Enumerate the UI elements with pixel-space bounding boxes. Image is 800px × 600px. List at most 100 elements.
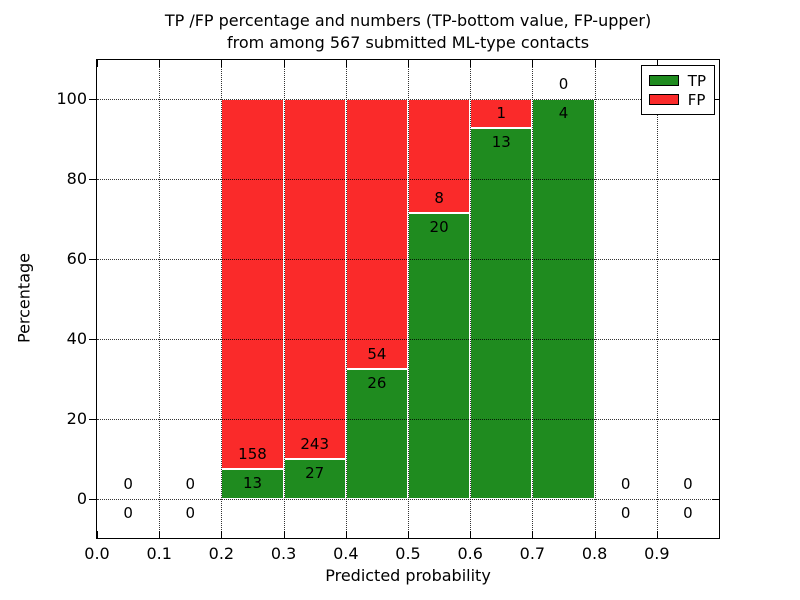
tp-count-label: 4: [558, 104, 569, 122]
tp-count-label: 0: [185, 504, 196, 522]
x-tick-label: 0.3: [270, 544, 297, 563]
x-gridline: [345, 60, 347, 538]
tp-bar-segment: [283, 459, 346, 499]
tp-count-label: 13: [242, 473, 263, 492]
x-axis-tick: [221, 531, 223, 538]
x-axis-tick-top: [221, 60, 223, 67]
fp-count-label: 0: [123, 475, 133, 493]
tp-bar-segment: [221, 468, 284, 499]
x-axis-tick-top: [97, 60, 98, 67]
y-axis-tick-right: [712, 179, 719, 180]
tp-bar-segment: [470, 127, 533, 499]
x-axis-tick-top: [159, 60, 161, 67]
fp-bar-segment: [345, 99, 408, 369]
y-tick-label: 60: [66, 249, 87, 268]
chart-title-line2: from among 567 submitted ML-type contact…: [226, 33, 590, 52]
x-axis-tick-top: [656, 60, 658, 67]
x-tick-label: 0.9: [644, 544, 670, 563]
x-axis-tick: [470, 531, 472, 538]
fp-count-label: 0: [620, 475, 631, 493]
x-axis-tick: [159, 531, 161, 538]
fp-legend-swatch-icon: [648, 94, 679, 105]
y-axis-tick: [89, 419, 96, 420]
tp-count-label: 0: [683, 504, 693, 522]
x-tick-label: 0.8: [581, 544, 608, 563]
y-axis-tick: [89, 339, 96, 340]
fp-count-label: 0: [185, 475, 196, 493]
tp-bar-segment: [408, 213, 471, 499]
plot-area: TP FP 0 20 40 60 80 100 0.0 0.1 0.2 0.3 0.4 0.5 0.6 0…: [56, 59, 720, 563]
y-tick-label: 100: [56, 89, 87, 108]
y-axis-tick: [89, 499, 96, 500]
x-gridline: [470, 60, 472, 538]
x-tick-label: 0.2: [208, 544, 235, 563]
y-axis-tick-right: [712, 99, 719, 100]
x-tick-label: 0.0: [84, 544, 110, 563]
tp-bar-segment: [345, 369, 408, 499]
chart-title: TP /FP percentage and numbers (TP-bottom…: [97, 10, 719, 54]
fp-bar-segment: [408, 99, 471, 214]
fp-bar-segment: [221, 99, 284, 469]
x-axis-tick: [408, 531, 409, 538]
y-axis-tick-right: [712, 339, 719, 340]
legend-entry-tp: TP: [648, 71, 706, 90]
tp-count-label: 26: [367, 374, 387, 392]
x-axis-tick-top: [345, 60, 347, 67]
tp-count-label: 27: [305, 464, 325, 482]
fp-count-label: 158: [238, 444, 267, 463]
x-gridline: [221, 60, 223, 538]
y-tick-label: 80: [66, 169, 87, 188]
tp-legend-swatch-icon: [648, 75, 679, 86]
x-gridline: [283, 60, 285, 538]
x-gridline: [656, 60, 658, 538]
y-axis-tick: [89, 99, 96, 100]
fp-count-label: 243: [300, 435, 329, 453]
x-axis-tick: [656, 531, 658, 538]
x-axis-label: Predicted probability: [325, 566, 491, 585]
y-axis-tick-right: [712, 499, 719, 500]
x-axis-tick: [532, 531, 534, 538]
x-gridline: [408, 60, 409, 538]
y-axis-tick: [89, 179, 96, 180]
fp-count-label: 8: [434, 189, 444, 208]
tp-legend-label: TP: [687, 71, 706, 90]
fp-count-label: 0: [683, 475, 693, 493]
legend: TP FP: [640, 65, 715, 115]
tp-count-label: 0: [620, 504, 631, 522]
x-axis-tick-top: [283, 60, 285, 67]
y-axis-tick-right: [712, 259, 719, 260]
y-tick-label: 20: [66, 409, 87, 428]
y-tick-label: 0: [76, 489, 87, 508]
tp-bar-segment: [532, 99, 595, 499]
chart-title-line1: TP /FP percentage and numbers (TP-bottom…: [164, 11, 652, 30]
x-axis-tick: [97, 531, 98, 538]
fp-count-label: 0: [558, 75, 569, 93]
y-axis-label: Percentage: [14, 252, 34, 344]
fp-count-label: 54: [367, 345, 387, 363]
x-axis-tick-top: [532, 60, 534, 67]
x-axis-tick: [345, 531, 347, 538]
legend-entry-fp: FP: [648, 90, 706, 109]
x-gridline: [594, 60, 596, 538]
tp-count-label: 20: [429, 218, 449, 237]
tp-count-label: 13: [491, 132, 511, 151]
x-tick-label: 0.1: [146, 544, 172, 563]
x-gridline: [159, 60, 161, 538]
fp-bar-segment: [283, 99, 346, 459]
fp-count-label: 1: [496, 103, 507, 122]
x-tick-label: 0.5: [395, 544, 421, 563]
x-axis-tick-top: [470, 60, 472, 67]
fp-legend-label: FP: [687, 90, 706, 109]
x-axis-tick-top: [594, 60, 596, 67]
y-axis-tick: [89, 259, 96, 260]
x-tick-label: 0.7: [519, 544, 546, 563]
tp-count-label: 0: [123, 504, 133, 522]
x-axis-tick-top: [408, 60, 409, 67]
x-gridline: [532, 60, 534, 538]
x-axis-tick: [594, 531, 596, 538]
x-axis-tick: [283, 531, 285, 538]
x-tick-label: 0.6: [457, 544, 483, 563]
y-axis-tick-right: [712, 419, 719, 420]
y-tick-label: 40: [66, 329, 87, 348]
